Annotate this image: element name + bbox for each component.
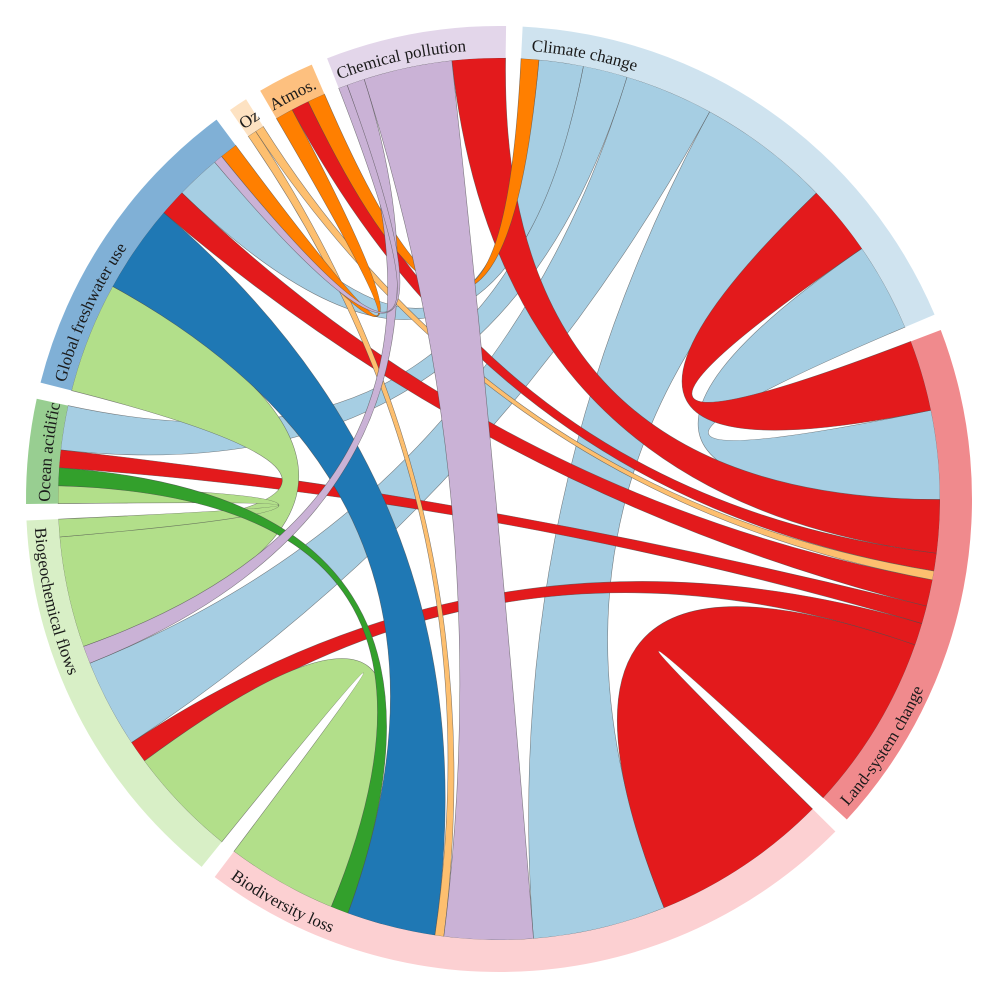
- label-ozone: Ozone d.: [0, 0, 263, 133]
- arc-ozone: [229, 99, 264, 137]
- arc-aerosol: [260, 64, 325, 119]
- arc-fresh: [40, 119, 236, 391]
- group-arcs: [26, 25, 972, 972]
- arc-land: [823, 329, 972, 820]
- arc-ocean: [26, 398, 69, 505]
- arc-chem: [327, 25, 507, 89]
- label-aerosol: Atmos. aerosols: [0, 0, 323, 114]
- ribbon-chem-to-biogeo: [83, 78, 398, 664]
- arc-climate: [521, 26, 935, 328]
- arc-biogeo: [26, 519, 222, 867]
- ribbon-land-to-climate: [681, 192, 932, 431]
- ribbon-chem-to-biodiv: [363, 60, 534, 941]
- chord-ribbons: [57, 57, 941, 941]
- arc-biodiv: [214, 809, 836, 972]
